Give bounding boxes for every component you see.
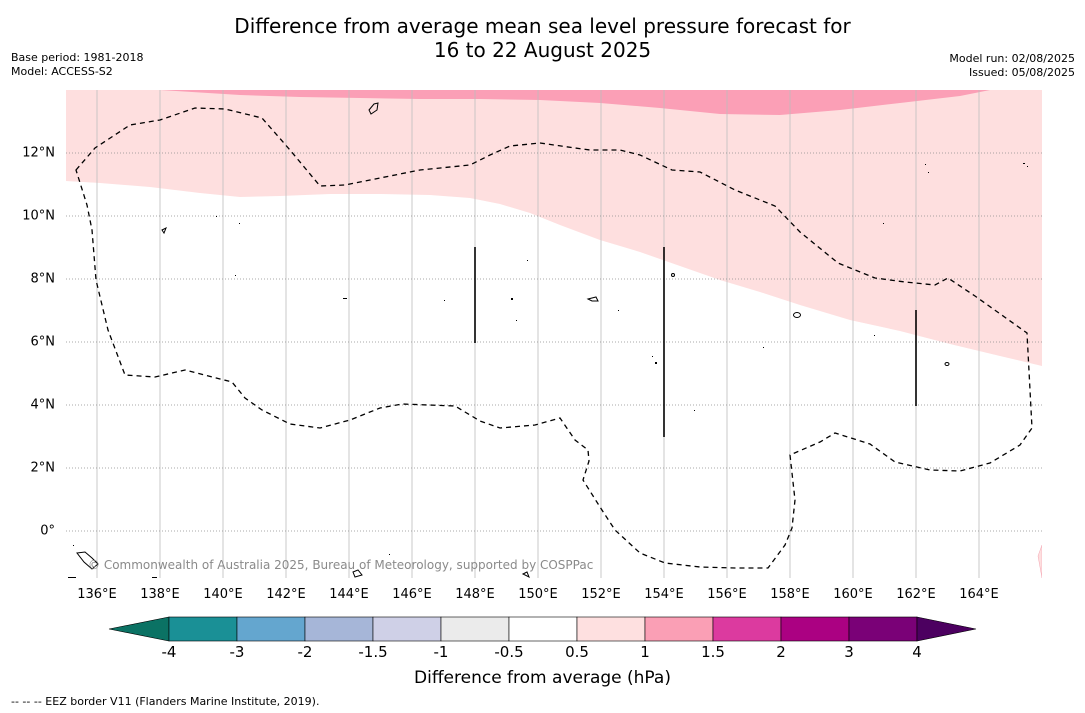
colorbar-label: -0.5 bbox=[494, 643, 524, 661]
colorbar-swatch-7 bbox=[576, 616, 646, 642]
eez-footnote: -- -- -- EEZ border V11 (Flanders Marine… bbox=[11, 695, 320, 708]
lon-tick: 158°E bbox=[770, 587, 810, 602]
colorbar-swatch-2 bbox=[236, 616, 306, 642]
map-credit: © Commonwealth of Australia 2025, Bureau… bbox=[88, 558, 594, 572]
lon-tick: 142°E bbox=[266, 587, 306, 602]
colorbar-swatch-5 bbox=[440, 616, 510, 642]
anomaly-region-0-5-to-1 bbox=[66, 90, 1042, 366]
lat-tick: 6°N bbox=[30, 334, 56, 350]
lon-tick: 136°E bbox=[77, 587, 117, 602]
title-line-1: Difference from average mean sea level p… bbox=[234, 14, 851, 38]
islands bbox=[76, 102, 950, 578]
anomaly-region-small bbox=[1037, 544, 1042, 578]
base-period: Base period: 1981-2018 bbox=[11, 51, 144, 64]
colorbar-under-arrow bbox=[108, 616, 170, 642]
island-dots bbox=[68, 163, 1028, 578]
boundary-segments bbox=[474, 247, 917, 437]
colorbar-label: -4 bbox=[161, 643, 177, 661]
model-run: Model run: 02/08/2025 bbox=[949, 52, 1075, 65]
map-area bbox=[66, 90, 1042, 578]
colorbar-label: 4 bbox=[912, 643, 922, 661]
lat-tick: 0° bbox=[40, 523, 55, 539]
eez-border bbox=[75, 107, 1033, 569]
lon-tick: 152°E bbox=[581, 587, 621, 602]
colorbar-label: 1.5 bbox=[701, 643, 725, 661]
colorbar-swatch-1 bbox=[168, 616, 238, 642]
lon-tick: 160°E bbox=[833, 587, 873, 602]
colorbar-swatch-4 bbox=[372, 616, 442, 642]
colorbar-label: -1 bbox=[433, 643, 449, 661]
colorbar bbox=[108, 616, 977, 642]
colorbar-swatch-10 bbox=[780, 616, 850, 642]
lon-tick: 146°E bbox=[392, 587, 432, 602]
colorbar-title: Difference from average (hPa) bbox=[414, 668, 671, 688]
colorbar-label: -3 bbox=[229, 643, 245, 661]
model-name: Model: ACCESS-S2 bbox=[11, 65, 113, 78]
meta-right: Model run: 02/08/2025 Issued: 05/08/2025 bbox=[949, 52, 1075, 80]
lon-tick: 164°E bbox=[959, 587, 999, 602]
colorbar-label: 1 bbox=[640, 643, 650, 661]
colorbar-over-arrow bbox=[916, 616, 977, 642]
anomaly-region-1-to-1-5 bbox=[160, 90, 990, 115]
lon-tick: 138°E bbox=[140, 587, 180, 602]
lat-tick: 2°N bbox=[30, 460, 56, 476]
colorbar-swatch-3 bbox=[304, 616, 374, 642]
colorbar-label: -1.5 bbox=[358, 643, 388, 661]
lon-tick: 144°E bbox=[329, 587, 369, 602]
meta-left: Base period: 1981-2018 Model: ACCESS-S2 bbox=[11, 51, 143, 79]
map-title: Difference from average mean sea level p… bbox=[0, 14, 1085, 62]
colorbar-swatch-8 bbox=[644, 616, 714, 642]
colorbar-swatch-11 bbox=[848, 616, 918, 642]
lon-tick: 148°E bbox=[455, 587, 495, 602]
colorbar-label: 0.5 bbox=[565, 643, 589, 661]
issued-date: Issued: 05/08/2025 bbox=[968, 66, 1075, 79]
colorbar-swatch-6 bbox=[508, 616, 578, 642]
colorbar-label: 2 bbox=[776, 643, 786, 661]
lon-tick: 150°E bbox=[518, 587, 558, 602]
latitude-gridlines bbox=[66, 152, 1042, 532]
lat-tick: 4°N bbox=[30, 397, 56, 413]
lon-tick: 154°E bbox=[644, 587, 684, 602]
lon-tick: 156°E bbox=[707, 587, 747, 602]
lon-tick: 162°E bbox=[896, 587, 936, 602]
colorbar-swatch-9 bbox=[712, 616, 782, 642]
lat-tick: 8°N bbox=[30, 271, 56, 287]
colorbar-label: -2 bbox=[297, 643, 313, 661]
title-line-2: 16 to 22 August 2025 bbox=[433, 38, 652, 62]
lat-tick: 12°N bbox=[22, 145, 55, 161]
lat-tick: 10°N bbox=[22, 208, 55, 224]
lon-tick: 140°E bbox=[203, 587, 243, 602]
colorbar-label: 3 bbox=[844, 643, 854, 661]
